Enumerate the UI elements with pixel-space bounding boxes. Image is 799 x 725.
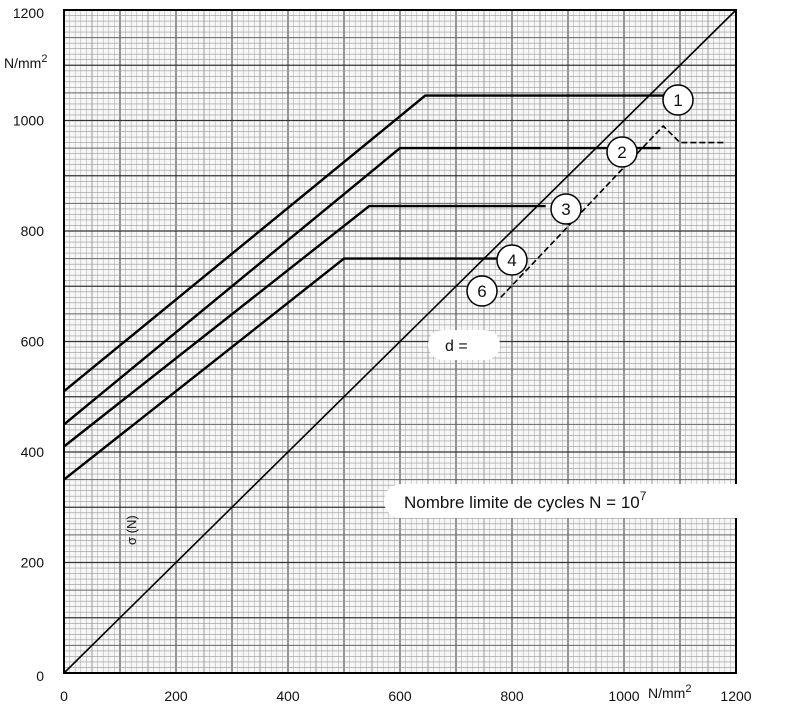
series-line-2	[63, 146, 661, 426]
curve-label-1: 1	[662, 84, 694, 116]
y-tick-label: 600	[21, 334, 45, 350]
x-tick-label: 400	[276, 688, 300, 704]
cycles-text: Nombre limite de cycles N = 107	[404, 489, 647, 512]
curve-label-circle	[550, 193, 582, 225]
curve-label-circle	[466, 275, 498, 307]
curve-label-circle	[496, 244, 528, 276]
curve-label-2: 2	[606, 136, 638, 168]
d-label-text: d =	[445, 338, 468, 355]
cycles-annotation: Nombre limite de cycles N = 107	[384, 484, 786, 518]
x-tick-label: 600	[388, 688, 412, 704]
x-axis-unit: N/mm2	[648, 683, 691, 701]
limit-line	[500, 124, 725, 298]
curve-label-circle	[662, 84, 694, 116]
x-tick-label: 800	[500, 688, 524, 704]
vertical-axis-label: σ (N)	[124, 515, 139, 545]
x-tick-label: 200	[164, 688, 188, 704]
tick-labels: 0 200 400 600 800 120010000200400600800100012…	[13, 5, 752, 704]
y-tick-label: 400	[21, 444, 45, 460]
curve-label-text: 6	[477, 282, 486, 301]
y-tick-label: 0	[36, 668, 44, 684]
d-label: d =	[428, 330, 500, 360]
y-tick-label: 1200	[13, 5, 44, 21]
x-tick-label: 1200	[720, 688, 751, 704]
curve-label-6: 6	[466, 275, 498, 307]
series-line-4	[63, 257, 524, 481]
series-line-diagonal	[63, 9, 737, 674]
curve-label-text: 4	[507, 251, 516, 270]
x-tick-label: 0	[60, 688, 68, 704]
curve-label-text: 2	[617, 143, 626, 162]
y-axis-unit: N/mm2	[4, 53, 47, 71]
curve-label-circle	[606, 136, 638, 168]
curve-labels: 1 2 3 4 6	[466, 84, 694, 307]
y-tick-label: 1000	[13, 113, 44, 129]
plot-frame	[63, 9, 737, 674]
curve-label-3: 3	[550, 193, 582, 225]
curve-label-4: 4	[496, 244, 528, 276]
curve-label-text: 3	[561, 200, 570, 219]
series-line-3	[63, 204, 546, 448]
series-group	[63, 9, 737, 674]
x-tick-label: 1000	[608, 688, 639, 704]
curve-label-text: 1	[673, 91, 682, 110]
series-line-1	[63, 94, 692, 393]
y-tick-label: 200	[21, 555, 45, 571]
y-tick-label: 800	[21, 223, 45, 239]
